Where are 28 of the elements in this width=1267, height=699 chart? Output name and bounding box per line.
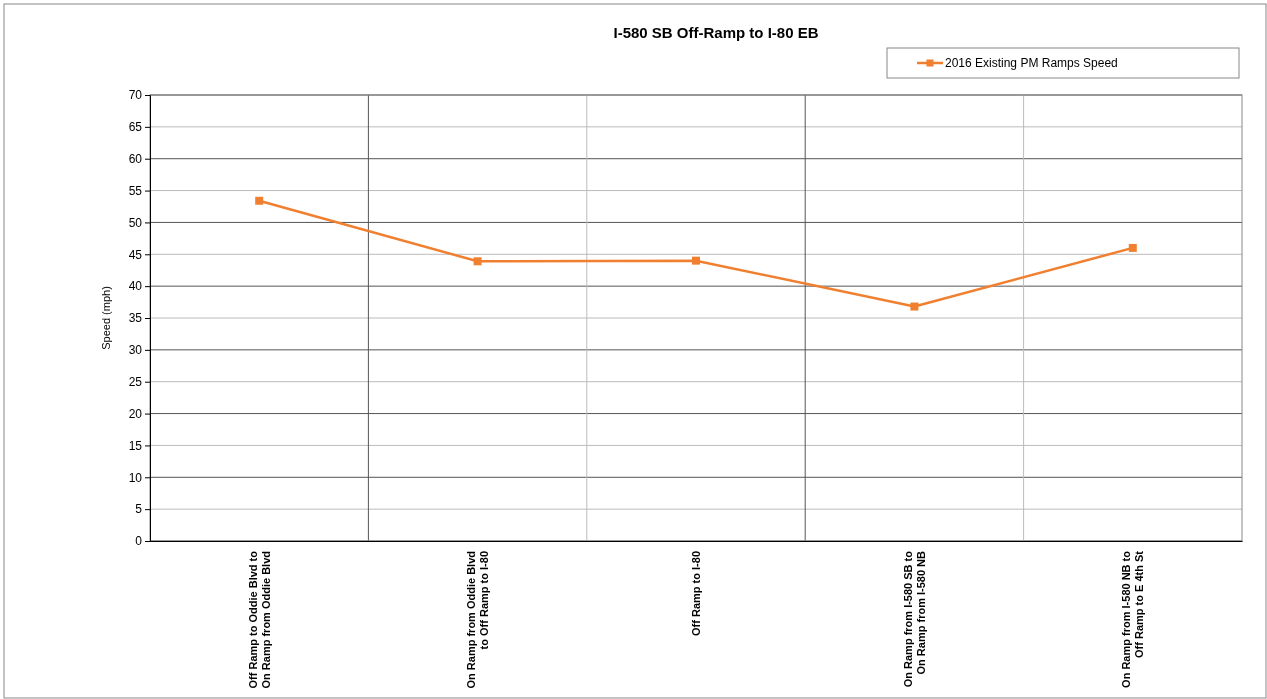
x-tick-label: On Ramp from I-580 SB to On Ramp from I-580 NB xyxy=(901,550,927,688)
x-tick-label: Off Ramp to I-80 xyxy=(690,551,702,636)
y-tick-label: 45 xyxy=(128,247,143,262)
y-tick-label: 60 xyxy=(128,152,143,167)
chart-title: I-580 SB Off-Ramp to I-80 EB xyxy=(613,24,819,41)
y-tick-label: 15 xyxy=(128,438,143,453)
y-tick-label: 65 xyxy=(128,120,143,135)
y-tick-label: 0 xyxy=(135,534,143,549)
legend-label: 2016 Existing PM Ramps Speed xyxy=(945,56,1118,70)
x-tick-label: On Ramp from Oddie Blvd to Off Ramp to I-80 xyxy=(465,551,491,689)
y-tick-label: 30 xyxy=(128,343,143,358)
point xyxy=(1128,243,1137,252)
y-tick-label: 50 xyxy=(128,215,143,230)
y-axis-title: Speed (mph) xyxy=(100,286,112,350)
y-tick-label: 10 xyxy=(128,470,143,485)
y-tick-label: 5 xyxy=(135,502,143,517)
y-tick-label: 25 xyxy=(128,375,143,390)
x-tick-label: Off Ramp to Oddie Blvd to On Ramp from Oddie Blvd xyxy=(246,550,272,689)
y-tick-label: 20 xyxy=(128,406,143,421)
y-tick-label: 40 xyxy=(128,279,143,294)
point xyxy=(692,256,700,265)
y-tick-label: 35 xyxy=(128,311,143,326)
y-tick-label: 70 xyxy=(128,88,143,103)
x-tick-label: On Ramp from I-580 NB to Off Ramp to E 4th St xyxy=(1120,550,1146,688)
y-tick-label: 55 xyxy=(128,183,143,198)
point xyxy=(910,302,919,311)
point xyxy=(473,257,482,266)
point xyxy=(255,196,264,205)
